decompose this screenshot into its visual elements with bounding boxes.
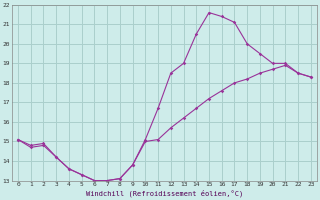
X-axis label: Windchill (Refroidissement éolien,°C): Windchill (Refroidissement éolien,°C) [86, 190, 243, 197]
